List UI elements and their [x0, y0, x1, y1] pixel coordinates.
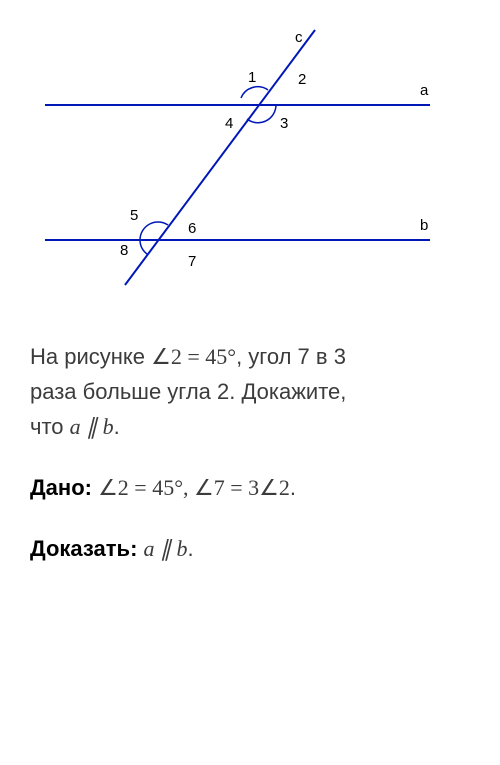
- text-part: что: [30, 414, 70, 439]
- label-line-c: c: [295, 29, 303, 46]
- text-part: .: [290, 475, 296, 500]
- arc-angle-1: [241, 87, 268, 98]
- problem-line-1: На рисунке ∠2 = 45°, угол 7 в 3: [30, 340, 470, 373]
- label-line-a: a: [420, 82, 429, 99]
- label-angle-2: 2: [298, 71, 306, 88]
- math-parallel: a ∥ b: [70, 414, 114, 439]
- arc-angle-5: [140, 222, 168, 240]
- prove-section: Доказать: a ∥ b.: [30, 532, 470, 565]
- problem-text: На рисунке ∠2 = 45°, угол 7 в 3 раза бол…: [30, 340, 470, 565]
- problem-line-2: раза больше угла 2. Докажите,: [30, 375, 470, 408]
- label-angle-8: 8: [120, 242, 128, 259]
- label-angle-1: 1: [248, 69, 256, 86]
- text-part: На рисунке: [30, 344, 151, 369]
- prove-label: Доказать:: [30, 536, 144, 561]
- label-line-b: b: [420, 217, 428, 234]
- math-angle2: ∠2 = 45°: [151, 344, 236, 369]
- diagram-svg: a b c 1 2 3 4 5 6 7 8: [30, 20, 460, 300]
- label-angle-4: 4: [225, 115, 233, 132]
- line-c: [125, 30, 315, 285]
- label-angle-3: 3: [280, 115, 288, 132]
- given-math: ∠2 = 45°, ∠7 = 3∠2: [98, 475, 290, 500]
- label-angle-5: 5: [130, 207, 138, 224]
- arc-angle-8: [140, 240, 147, 254]
- prove-math: a ∥ b: [144, 536, 188, 561]
- given-label: Дано:: [30, 475, 98, 500]
- given-section: Дано: ∠2 = 45°, ∠7 = 3∠2.: [30, 471, 470, 504]
- text-part: , угол 7 в 3: [236, 344, 346, 369]
- text-part: .: [188, 536, 194, 561]
- text-part: .: [114, 414, 120, 439]
- problem-line-3: что a ∥ b.: [30, 410, 470, 443]
- label-angle-6: 6: [188, 220, 196, 237]
- label-angle-7: 7: [188, 253, 196, 270]
- geometry-diagram: a b c 1 2 3 4 5 6 7 8: [30, 20, 460, 300]
